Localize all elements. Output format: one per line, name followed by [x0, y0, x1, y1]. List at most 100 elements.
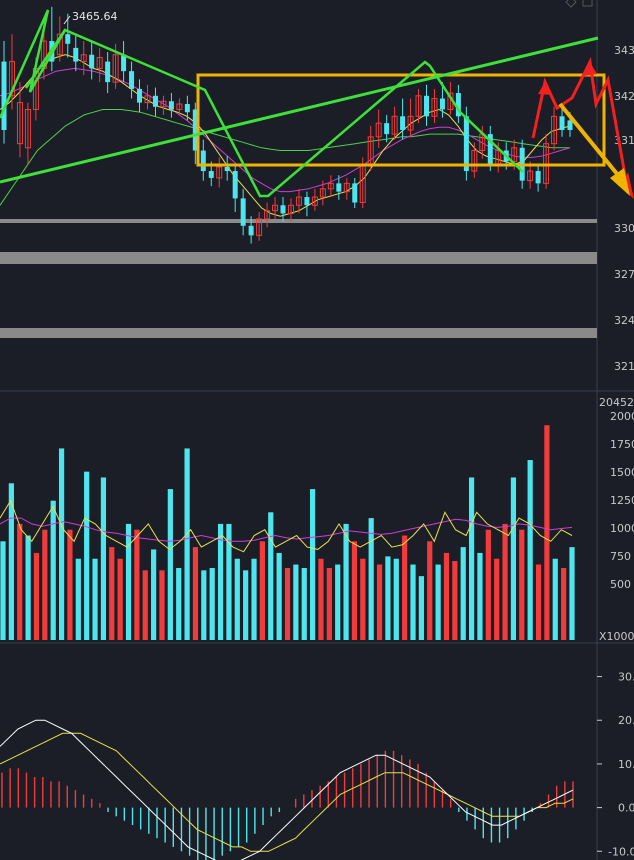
candle-body	[567, 120, 573, 130]
candle-body	[527, 170, 534, 182]
volume-bar	[8, 483, 14, 640]
candle-body	[463, 116, 469, 172]
volume-bar	[100, 477, 107, 640]
volume-bar	[460, 547, 466, 640]
volume-bar	[284, 568, 291, 640]
volume-axis-tick: 1750	[610, 438, 634, 451]
volume-axis-tick: 20452	[599, 396, 634, 409]
candle-body	[400, 116, 406, 130]
macd-dea-line	[0, 732, 574, 852]
candle-body	[391, 115, 398, 135]
ma-yellow-line	[0, 54, 571, 217]
projection-arrow-orange	[558, 102, 624, 182]
volume-bar	[17, 523, 23, 640]
candle-body	[471, 150, 478, 172]
candle-body	[65, 34, 71, 44]
volume-bar	[109, 547, 115, 640]
volume-bar	[519, 529, 525, 640]
volume-axis-tick: 1250	[610, 494, 634, 507]
volume-ma-yellow	[0, 499, 573, 553]
candle-body	[80, 54, 87, 63]
candle-body	[311, 196, 318, 206]
price-axis-tick: 343	[614, 44, 634, 57]
ma-green-line	[0, 109, 570, 206]
volume-bar	[268, 512, 274, 640]
volume-bar	[226, 523, 232, 640]
volume-bar	[502, 523, 508, 640]
volume-bar	[376, 564, 383, 640]
volume-bar	[33, 552, 40, 640]
volume-axis-tick: 500	[610, 578, 631, 591]
volume-bar	[569, 547, 575, 640]
candle-body	[264, 210, 271, 220]
candle-body	[407, 115, 414, 131]
volume-bar	[50, 500, 56, 640]
candle-body	[535, 171, 541, 184]
macd-axis-tick: 0.0	[618, 802, 634, 815]
candle-body	[256, 218, 263, 236]
candle-body	[121, 54, 127, 72]
grey-band	[0, 219, 597, 223]
candle-body	[8, 61, 15, 97]
candle-body	[559, 116, 565, 130]
volume-bar	[142, 570, 148, 640]
candle-body	[431, 98, 438, 117]
volume-bar	[25, 535, 31, 640]
candle-body	[160, 100, 167, 108]
candle-body	[137, 88, 143, 103]
volume-bar	[510, 477, 517, 640]
volume-bar	[310, 489, 316, 640]
candle-body	[240, 198, 246, 226]
volume-bar	[385, 556, 391, 640]
trend-line-support	[0, 36, 599, 184]
volume-bar	[443, 552, 450, 640]
macd-axis-tick: 20.0	[618, 714, 634, 727]
candle-body	[375, 122, 382, 138]
square-icon	[582, 0, 593, 7]
candle-body	[343, 182, 350, 193]
candle-body	[336, 183, 342, 192]
candle-body	[295, 196, 302, 206]
grey-band	[0, 328, 597, 338]
candle-body	[192, 109, 198, 151]
candle-body	[144, 95, 151, 104]
volume-bar	[393, 558, 399, 640]
volume-bar	[75, 558, 81, 640]
volume-axis-tick: 750	[610, 550, 631, 563]
diamond-icon	[565, 0, 577, 8]
candle-body	[105, 61, 111, 83]
candle-body	[168, 101, 174, 110]
volume-bar	[435, 564, 441, 640]
volume-bar	[84, 471, 90, 640]
arrow-head-red	[538, 82, 552, 95]
candle-body	[16, 102, 23, 145]
grey-band	[0, 252, 597, 264]
volume-bar	[67, 529, 73, 640]
consolidation-box	[196, 73, 606, 167]
volume-bar	[151, 549, 157, 640]
volume-bar	[92, 558, 98, 640]
volume-bar	[251, 558, 257, 640]
candle-body	[24, 108, 31, 149]
macd-axis-tick: 10.0	[618, 758, 634, 771]
volume-bar	[117, 558, 123, 640]
candle-body	[96, 56, 103, 69]
volume-bar	[343, 523, 349, 640]
volume-bar	[159, 570, 165, 640]
volume-bar	[368, 518, 374, 640]
macd-axis-tick: -10.0	[608, 845, 634, 858]
candle-body	[152, 95, 158, 107]
candle-body	[208, 171, 214, 178]
arrow-head-red	[622, 172, 634, 199]
volume-bar	[418, 576, 424, 640]
volume-bar	[410, 564, 416, 640]
volume-bar	[293, 564, 299, 640]
macd-axis-tick: 30.0	[618, 671, 634, 684]
volume-bar	[318, 558, 324, 640]
trend-segment	[24, 29, 67, 89]
volume-bar	[134, 529, 140, 640]
volume-bar	[276, 552, 282, 640]
volume-axis-tick: 2000	[610, 410, 634, 423]
